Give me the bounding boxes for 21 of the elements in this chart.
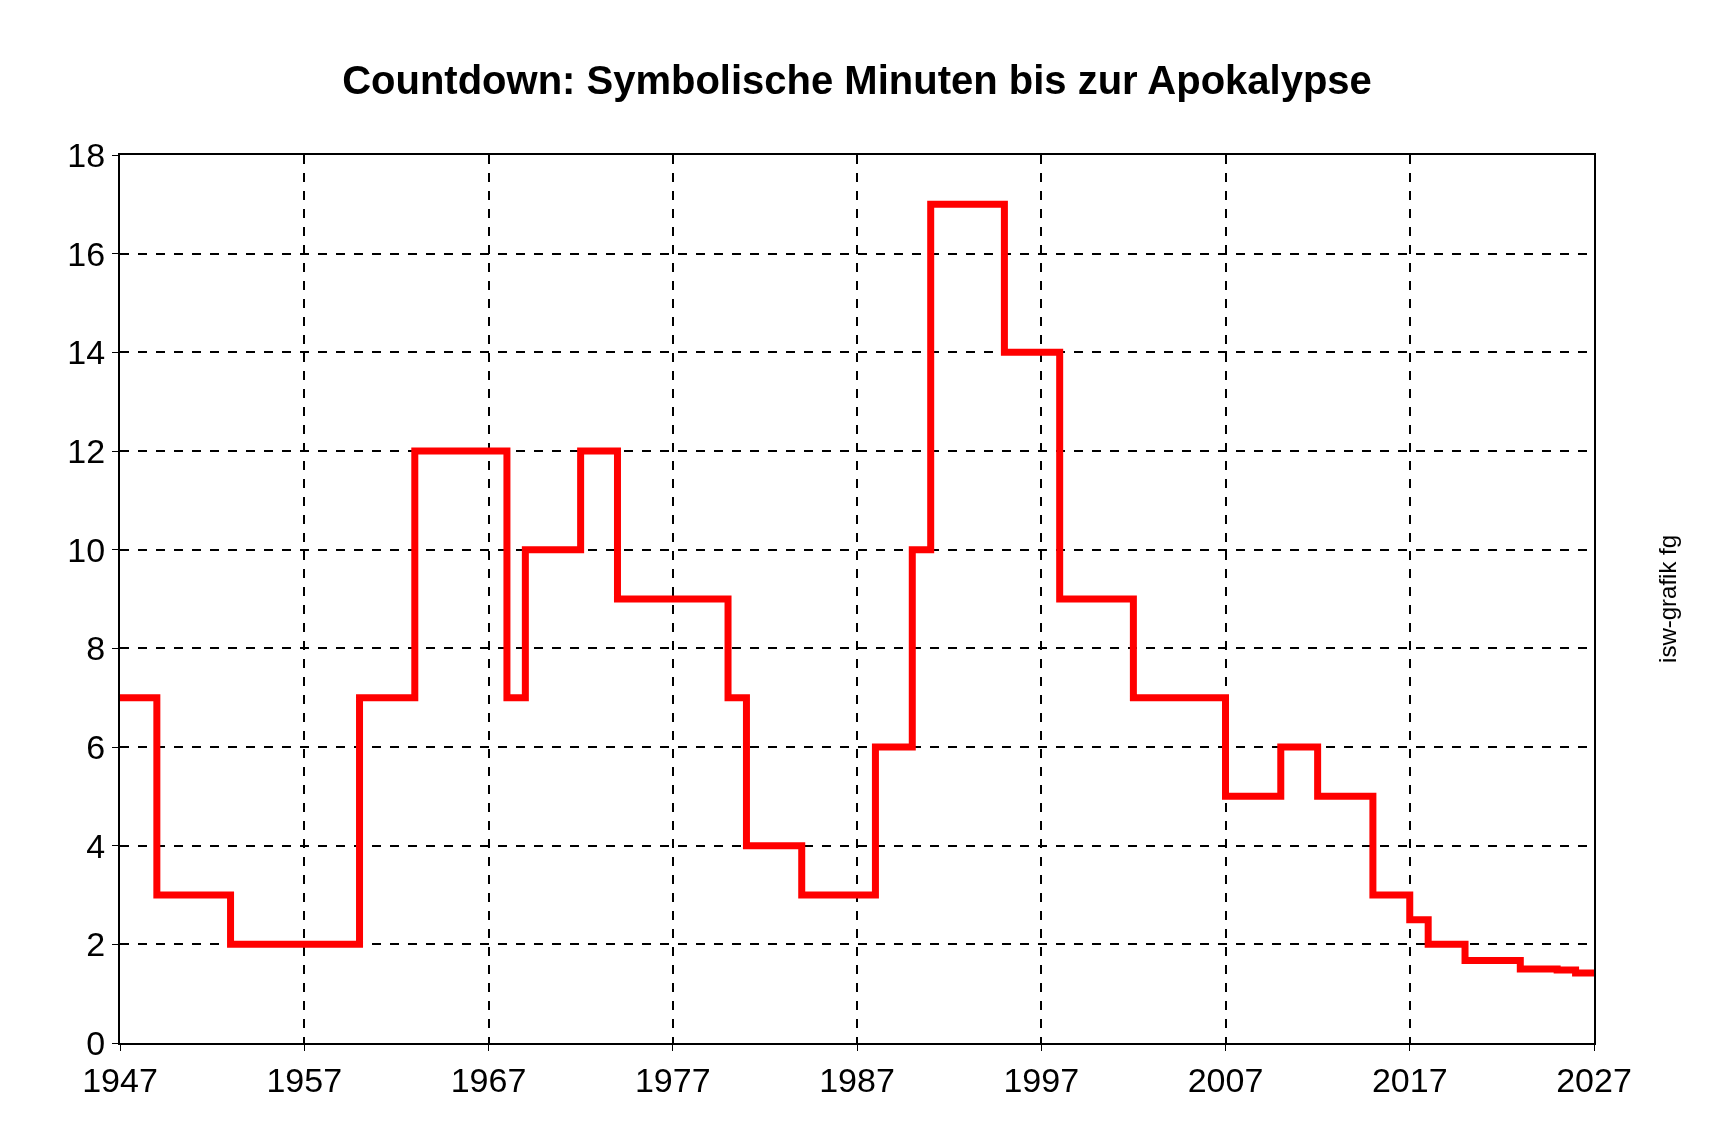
x-tick-label: 1977 bbox=[634, 1060, 711, 1099]
y-tick-label: 18 bbox=[67, 135, 106, 174]
x-tick-label: 2007 bbox=[1187, 1060, 1264, 1099]
y-tick-label: 14 bbox=[67, 333, 106, 372]
y-tick-label: 4 bbox=[86, 826, 106, 865]
y-tick-label: 0 bbox=[86, 1023, 106, 1062]
text: isw-grafik fg bbox=[1653, 534, 1681, 663]
x-tick-label: 1967 bbox=[450, 1060, 527, 1099]
y-tick-label: 8 bbox=[86, 629, 106, 668]
x-tick-label: 2017 bbox=[1371, 1060, 1448, 1099]
x-tick-label: 2027 bbox=[1556, 1060, 1632, 1099]
chart-title: Countdown: Symbolische Minuten bis zur Apokalypse bbox=[342, 58, 1372, 103]
x-tick-label: 1947 bbox=[82, 1060, 158, 1099]
x-tick-label: 1997 bbox=[1003, 1060, 1080, 1099]
y-tick-label: 2 bbox=[86, 925, 106, 964]
y-tick-label: 10 bbox=[67, 530, 106, 569]
x-tick-label: 1987 bbox=[819, 1060, 895, 1099]
y-tick-label: 6 bbox=[86, 727, 106, 766]
x-tick-label: 1957 bbox=[266, 1060, 343, 1099]
y-tick-label: 12 bbox=[67, 431, 106, 470]
y-tick-label: 16 bbox=[67, 234, 106, 273]
